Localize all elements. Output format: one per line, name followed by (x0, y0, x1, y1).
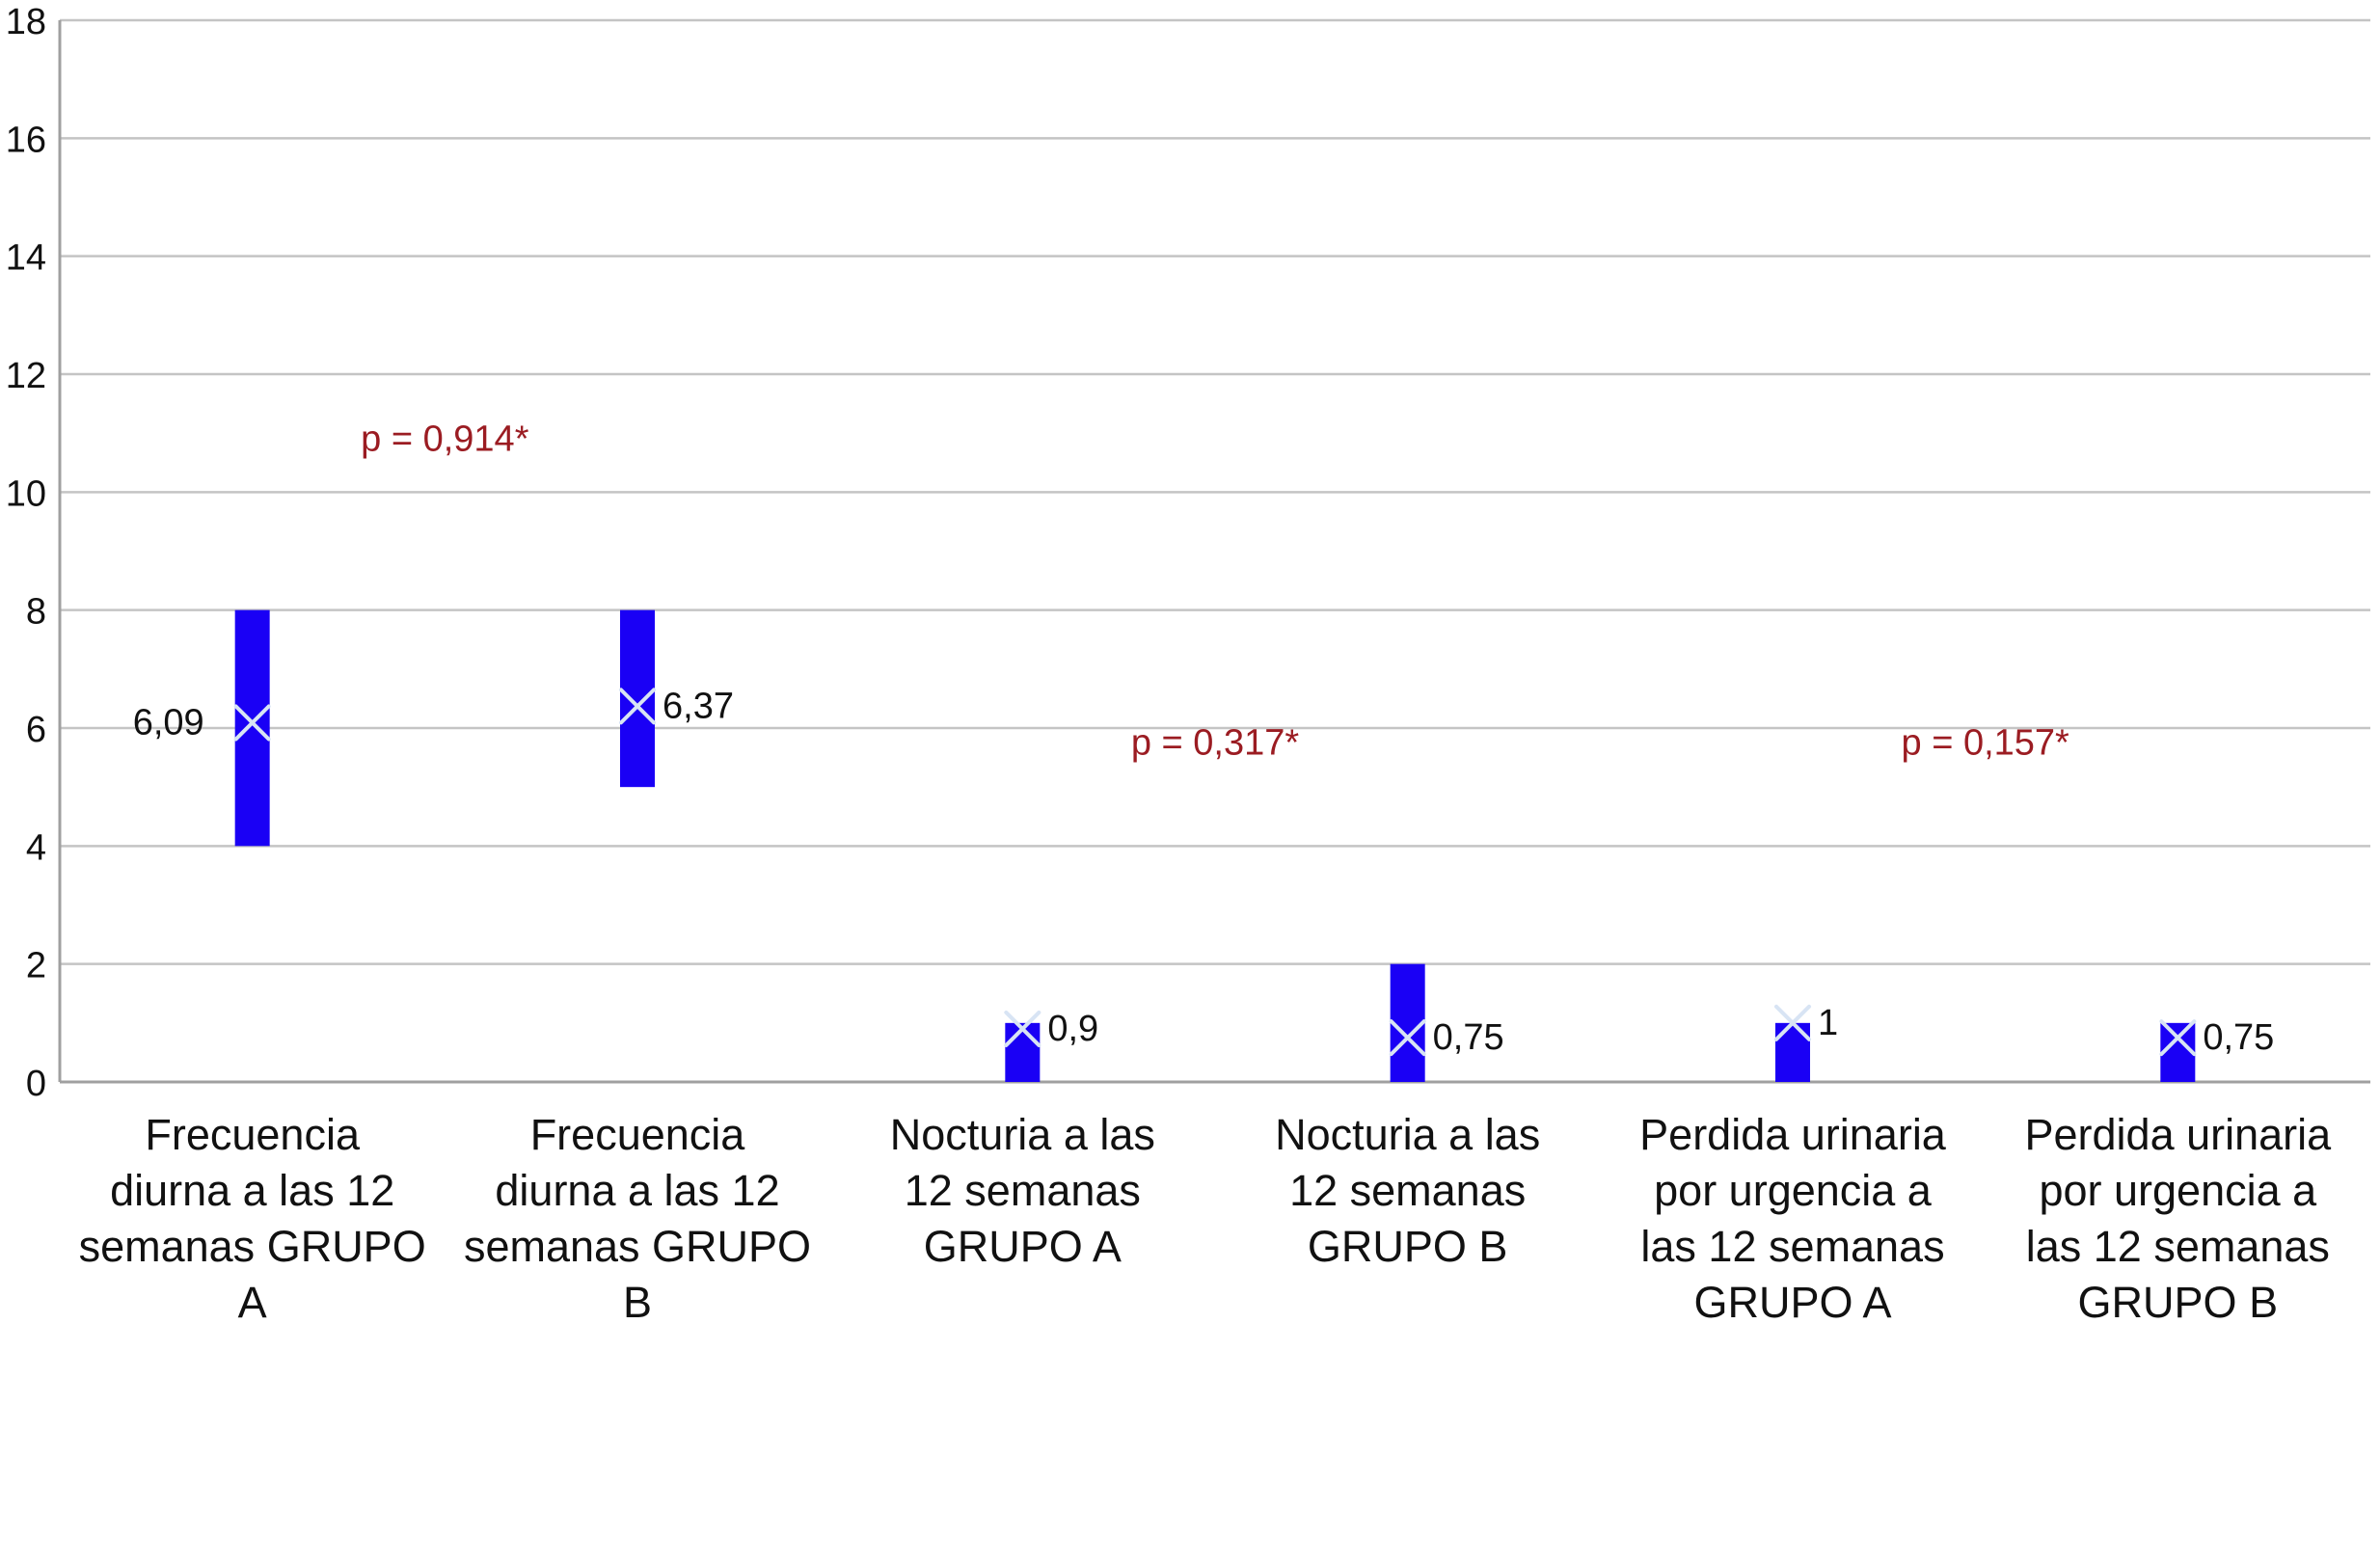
category-label: Frecuencia (145, 1110, 361, 1159)
range-bar (1775, 1022, 1810, 1082)
category-label: GRUPO A (924, 1222, 1122, 1271)
category-label: semanas GRUPO (464, 1222, 811, 1271)
category-label: A (238, 1278, 267, 1327)
y-tick-label: 16 (6, 120, 46, 160)
range-bar (234, 609, 270, 847)
p-value-annotation: p = 0,317* (1131, 723, 1300, 764)
category-label: las 12 semanas (2026, 1222, 2330, 1271)
category-label: Nocturia a las (890, 1110, 1155, 1159)
range-bar (620, 609, 655, 788)
category-label: GRUPO B (1308, 1222, 1508, 1271)
category-label: Nocturia a las (1275, 1110, 1540, 1159)
range-bar (1005, 1022, 1041, 1082)
y-tick-label: 0 (26, 1064, 46, 1104)
p-value-annotation: p = 0,157* (1902, 723, 2070, 764)
data-label: 0,75 (1433, 1017, 1504, 1058)
category-label: Perdida urinaria (2024, 1110, 2332, 1159)
mean-marker-stroke (619, 688, 656, 725)
data-label: 6,37 (663, 686, 734, 726)
category-label: 12 semanas (1289, 1166, 1526, 1215)
category-label: B (623, 1278, 652, 1327)
category-label: por urgencia a (2039, 1166, 2317, 1215)
y-tick-label: 12 (6, 356, 46, 396)
category-label: Perdida urinaria (1639, 1110, 1947, 1159)
category-label: GRUPO A (1693, 1278, 1891, 1327)
data-label: 0,9 (1047, 1009, 1098, 1049)
category-label: Frecuencia (530, 1110, 746, 1159)
range-bar (2160, 1022, 2196, 1082)
category-label: por urgencia a (1654, 1166, 1933, 1215)
category-label: diurna a las 12 (495, 1166, 779, 1215)
data-label: 6,09 (133, 702, 204, 743)
category-label: 12 semanas (905, 1166, 1141, 1215)
y-tick-label: 6 (26, 710, 46, 750)
mean-marker-stroke (1004, 1010, 1041, 1047)
y-tick-label: 2 (26, 946, 46, 986)
category-label: las 12 semanas (1640, 1222, 1944, 1271)
mean-marker-stroke (2159, 1019, 2197, 1057)
category-label: GRUPO B (2078, 1278, 2279, 1327)
category-label: semanas GRUPO (79, 1222, 426, 1271)
p-value-annotation: p = 0,914* (361, 419, 529, 460)
y-tick-label: 8 (26, 592, 46, 633)
range-bar (1390, 963, 1425, 1082)
y-tick-label: 14 (6, 238, 46, 279)
data-label: 1 (1818, 1003, 1838, 1043)
y-tick-label: 4 (26, 827, 46, 868)
mean-marker-stroke (1774, 1004, 1811, 1041)
data-label: 0,75 (2203, 1017, 2274, 1058)
mean-marker-stroke (233, 704, 271, 742)
y-tick-label: 18 (6, 2, 46, 42)
category-label: diurna a las 12 (110, 1166, 394, 1215)
mean-marker-stroke (1389, 1019, 1426, 1057)
y-tick-label: 10 (6, 473, 46, 514)
